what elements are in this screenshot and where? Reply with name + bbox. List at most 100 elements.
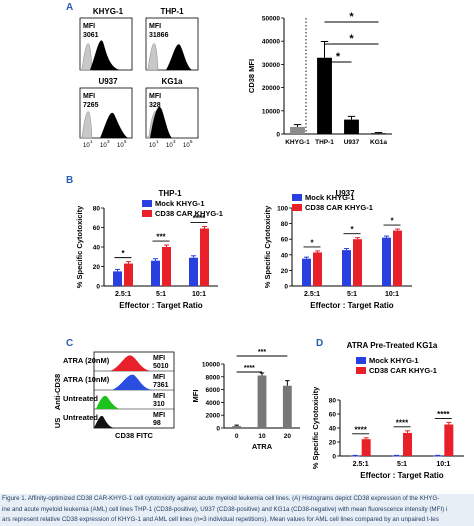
y-tick-label: 8000 (206, 374, 221, 381)
x-tick-label: 2.5:1 (115, 291, 131, 298)
x-tick-label: 5:1 (347, 291, 357, 298)
y-tick-label: 60 (281, 237, 289, 244)
y-tick-label: 0 (332, 454, 336, 461)
x-tick-label: 10 (183, 143, 190, 149)
panel-letter-b: B (66, 175, 73, 186)
x-tick-exponent: 3 (107, 139, 110, 144)
significance-label: * (336, 51, 341, 63)
x-tick-label: 10:1 (385, 291, 399, 298)
histogram-title: KHYG-1 (93, 7, 124, 16)
bar (433, 455, 443, 457)
significance-label: * (349, 11, 354, 23)
y-tick-label: 40 (281, 252, 289, 259)
histogram-kg1a: KG1a MFI 328 (145, 77, 199, 139)
y-tick-label: 40 (93, 245, 101, 252)
x-tick-label: 2.5:1 (304, 291, 320, 298)
x-tick-label: 20 (284, 433, 292, 440)
x-tick-label: 0 (235, 433, 239, 440)
bar (162, 247, 171, 286)
significance-label: * (350, 225, 354, 234)
x-tick-label: 10 (83, 143, 90, 149)
bar (342, 250, 351, 286)
mfi-label: MFI (153, 374, 165, 381)
y-tick-label: 6000 (206, 387, 221, 394)
y-tick-label: 4000 (206, 400, 221, 407)
histogram-u937: U937 MFI 7265 (79, 77, 133, 139)
y-tick-label: 2000 (206, 413, 221, 420)
histogram-thp1: THP-1 MFI 31866 (145, 7, 199, 71)
bar (317, 57, 332, 134)
legend-swatch (142, 200, 152, 207)
caption-line: ine and acute myeloid leukemia (AML) cel… (2, 505, 448, 513)
chart-title: U937 (335, 189, 355, 198)
x-tick-label: 2.5:1 (353, 461, 369, 468)
mfi-label: MFI (153, 412, 165, 419)
y-tick-label: 20 (329, 440, 337, 447)
x-tick-label: 10 (117, 143, 124, 149)
significance-label: **** (396, 418, 409, 427)
chart-b-u937: 0 20 40 60 80 100 % Specific Cytotoxicity * 2.5:… (263, 189, 412, 310)
chart-b-thp1: 0 20 40 60 80 % Specific Cytotoxicity * 2.5:1 **… (75, 189, 223, 310)
mfi-value: 7361 (153, 382, 169, 389)
bar (392, 455, 401, 457)
hist-y-label-top: Anti-CD38 (53, 374, 62, 410)
y-tick-label: 60 (93, 225, 101, 232)
y-tick-label: 80 (329, 398, 337, 405)
legend-label: Mock KHYG-1 (155, 199, 205, 208)
y-tick-label: 20000 (262, 85, 280, 92)
x-tick-label: 5:1 (397, 461, 407, 468)
bar (257, 375, 267, 428)
bar (290, 126, 305, 134)
x-tick-label: 10:1 (192, 291, 206, 298)
panel-letter-a: A (66, 2, 73, 13)
bar (232, 426, 242, 428)
hist-x-label: CD38 FITC (115, 431, 154, 440)
histogram-title: U937 (98, 77, 118, 86)
mfi-label: MFI (153, 393, 165, 400)
panel-c-histograms: ATRA (20nM) ATRA (10nM) Untreated Untrea… (53, 351, 175, 440)
x-tick-exponent: 1 (90, 139, 93, 144)
x-axis-label: Effector : Target Ratio (360, 471, 444, 480)
y-tick-label: 80 (281, 221, 289, 228)
bar (302, 258, 311, 286)
mfi-label: MFI (83, 93, 95, 100)
hist-row-label: ATRA (10nM) (63, 375, 110, 384)
legend-swatch (292, 204, 302, 211)
y-tick-label: 0 (284, 284, 288, 291)
y-tick-label: 20 (93, 264, 101, 271)
legend-label: CD38 CAR KHYG-1 (305, 203, 373, 212)
y-axis-label: MFI (191, 390, 200, 403)
significance-label: * (390, 217, 394, 226)
x-axis-label: Effector : Target Ratio (310, 301, 394, 310)
y-axis-label: % Specific Cytotoxicity (75, 205, 84, 288)
panel-a-histograms: KHYG-1 MFI 3061 THP-1 MFI 31866 U937 MFI… (79, 7, 199, 149)
significance-label: **** (193, 214, 206, 223)
y-tick-label: 40000 (262, 39, 280, 46)
significance-label: *** (156, 233, 166, 242)
bar (361, 439, 371, 456)
caption-line: ars represent relative CD38 expression o… (2, 516, 439, 524)
mfi-value: 3061 (83, 32, 99, 39)
y-axis-label: % Specific Cytotoxicity (311, 386, 320, 469)
figure-caption: Figure 1. Affinity-optimized CD38 CAR-KH… (0, 494, 474, 526)
y-tick-label: 30000 (262, 62, 280, 69)
panel-letter-c: C (66, 338, 73, 349)
histogram-x-ticks: 10 1 10 3 10 5 10 1 10 3 10 5 (83, 139, 193, 149)
chart-title: THP-1 (158, 189, 182, 198)
x-tick-label: U937 (344, 139, 360, 146)
chart-a-cd38-mfi: 0 10000 20000 30000 40000 50000 CD38 MFI KHYG-1… (247, 11, 392, 146)
significance-label: * (121, 249, 125, 258)
legend-label: CD38 CAR KHYG-1 (369, 366, 437, 375)
y-tick-label: 10000 (202, 362, 220, 369)
significance-label: *** (258, 349, 266, 356)
bar (393, 230, 402, 286)
y-tick-label: 40 (329, 426, 337, 433)
legend-swatch (356, 357, 366, 364)
legend-swatch (142, 210, 152, 217)
mfi-value: 98 (153, 420, 161, 427)
legend-label: Mock KHYG-1 (305, 193, 355, 202)
bar (200, 228, 209, 286)
panel-letters: A B C D (66, 2, 323, 349)
bar (382, 237, 391, 286)
